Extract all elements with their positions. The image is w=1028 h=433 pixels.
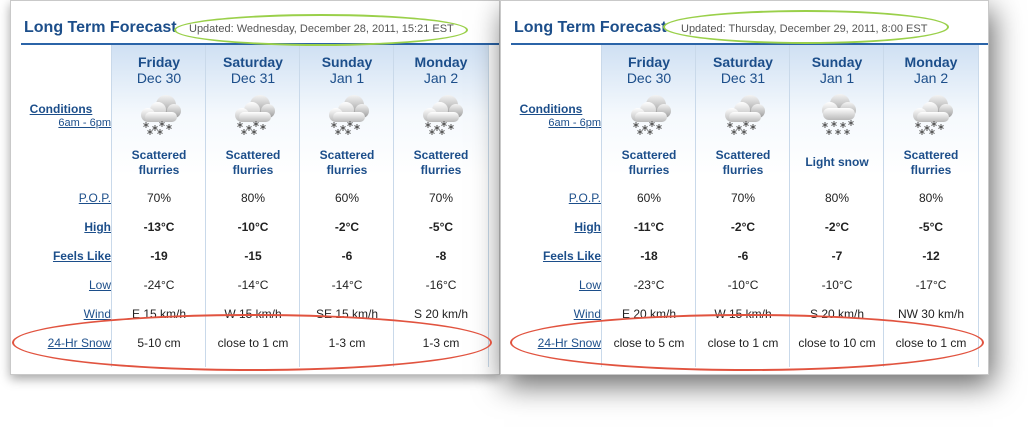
snow-highlight-oval-right [510, 314, 984, 371]
high-link[interactable]: High [574, 220, 601, 234]
high-value: -2°C [824, 220, 850, 234]
light-snow-icon [814, 93, 862, 137]
feels-like-value: -15 [244, 249, 262, 263]
condition-text: Light snow [805, 155, 869, 169]
feels-like-value: -7 [831, 249, 843, 263]
scattered-flurries-icon [908, 93, 956, 137]
high-link[interactable]: High [84, 220, 111, 234]
conditions-hours-link[interactable]: 6am - 6pm [548, 117, 601, 129]
feels-like-value: -19 [150, 249, 168, 263]
low-value: -10°C [727, 278, 759, 292]
wind-link[interactable]: Wind [83, 307, 111, 321]
day-date: Jan 1 [819, 70, 855, 86]
day-date: Dec 31 [720, 70, 766, 86]
panel-title: Long Term Forecast [514, 19, 667, 36]
day-date: Jan 2 [913, 70, 949, 86]
day-date: Jan 1 [329, 70, 365, 86]
wind-value: NW 30 km/h [897, 307, 964, 321]
pop-link[interactable]: P.O.P. [78, 191, 111, 205]
day-name: Saturday [713, 54, 773, 70]
conditions-link[interactable]: Conditions [519, 102, 583, 116]
low-value: -17°C [915, 278, 947, 292]
pop-value: 70% [146, 191, 172, 205]
conditions-link[interactable]: Conditions [29, 102, 93, 116]
low-value: -10°C [821, 278, 853, 292]
pop-value: 60% [636, 191, 662, 205]
day-date: Dec 30 [136, 70, 182, 86]
high-value: -2°C [334, 220, 360, 234]
feels-like-value: -12 [922, 249, 940, 263]
forecast-day-column: Monday Jan 2 Scattered flurries 70% -5°C … [393, 45, 489, 367]
feels-like-value: -8 [435, 249, 447, 263]
forecast-panel-left: Long Term Forecast Updated: Wednesday, D… [10, 0, 500, 375]
low-value: -14°C [331, 278, 363, 292]
pop-value: 70% [730, 191, 756, 205]
day-name: Saturday [223, 54, 283, 70]
forecast-day-column: Sunday Jan 1 Scattered flurries 60% -2°C … [299, 45, 394, 367]
low-value: -24°C [143, 278, 175, 292]
wind-link[interactable]: Wind [573, 307, 601, 321]
high-value: -5°C [428, 220, 454, 234]
pop-value: 80% [824, 191, 850, 205]
condition-text: Scattered flurries [319, 148, 375, 177]
low-value: -16°C [425, 278, 457, 292]
low-value: -14°C [237, 278, 269, 292]
conditions-hours-link[interactable]: 6am - 6pm [58, 117, 111, 129]
day-name: Sunday [321, 54, 373, 70]
scattered-flurries-icon [720, 93, 768, 137]
day-date: Dec 30 [626, 70, 672, 86]
snow-highlight-oval-left [12, 314, 492, 371]
wind-value: S 20 km/h [413, 307, 469, 321]
forecast-day-column: Friday Dec 30 Scattered flurries 70% -13°… [111, 45, 206, 367]
high-value: -11°C [633, 220, 665, 234]
condition-text: Scattered flurries [903, 148, 959, 177]
forecast-day-column: Monday Jan 2 Scattered flurries 80% -5°C … [883, 45, 979, 367]
condition-text: Scattered flurries [715, 148, 771, 177]
feels-like-link[interactable]: Feels Like [542, 249, 601, 263]
pop-value: 70% [428, 191, 454, 205]
condition-text: Scattered flurries [413, 148, 469, 177]
pop-value: 80% [240, 191, 266, 205]
scattered-flurries-icon [418, 93, 466, 137]
day-date: Jan 2 [423, 70, 459, 86]
day-name: Monday [414, 54, 468, 70]
pop-link[interactable]: P.O.P. [568, 191, 601, 205]
scattered-flurries-icon [626, 93, 674, 137]
feels-like-value: -6 [341, 249, 353, 263]
high-value: -2°C [730, 220, 756, 234]
updated-highlight-oval-right [663, 10, 949, 44]
day-name: Sunday [811, 54, 863, 70]
scattered-flurries-icon [230, 93, 278, 137]
feels-like-value: -18 [640, 249, 658, 263]
day-date: Dec 31 [230, 70, 276, 86]
pop-value: 80% [918, 191, 944, 205]
scattered-flurries-icon [324, 93, 372, 137]
condition-text: Scattered flurries [621, 148, 677, 177]
panel-title: Long Term Forecast [24, 19, 177, 36]
low-value: -23°C [633, 278, 665, 292]
high-value: -10°C [237, 220, 269, 234]
scattered-flurries-icon [136, 93, 184, 137]
condition-text: Scattered flurries [225, 148, 281, 177]
low-link[interactable]: Low [88, 278, 111, 292]
day-name: Monday [904, 54, 958, 70]
header-divider [511, 43, 988, 45]
high-value: -5°C [918, 220, 944, 234]
updated-highlight-oval-left [174, 14, 468, 46]
feels-like-value: -6 [737, 249, 749, 263]
low-link[interactable]: Low [578, 278, 601, 292]
feels-like-link[interactable]: Feels Like [52, 249, 111, 263]
pop-value: 60% [334, 191, 360, 205]
high-value: -13°C [143, 220, 175, 234]
day-name: Friday [137, 54, 180, 70]
condition-text: Scattered flurries [131, 148, 187, 177]
day-name: Friday [627, 54, 670, 70]
